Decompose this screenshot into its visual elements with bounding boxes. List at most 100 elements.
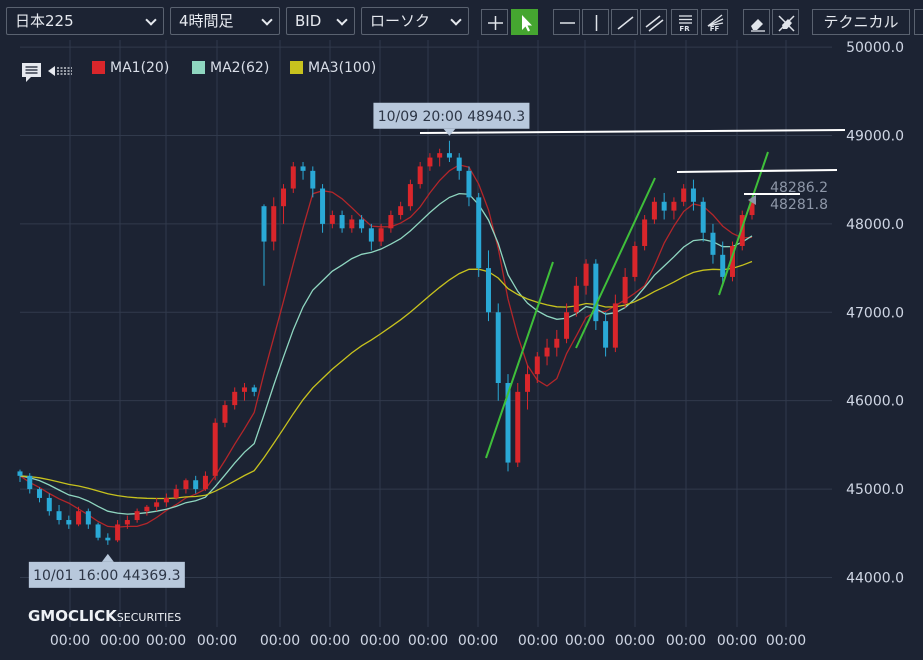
candle-down [66, 515, 72, 529]
candle-body [261, 206, 267, 242]
vertical-line-button[interactable] [582, 9, 609, 35]
instrument-select[interactable]: 日本225 [6, 7, 164, 35]
candle-body [368, 228, 374, 242]
x-tick-label: 00:00 [615, 633, 655, 649]
candle-up [554, 329, 560, 357]
crosshair-button[interactable] [481, 9, 508, 35]
candle-body [720, 254, 726, 277]
candle-body [710, 232, 716, 255]
x-tick-label: 00:00 [666, 633, 706, 649]
candle-body [173, 489, 179, 498]
collapse-legend-icon[interactable] [48, 66, 72, 76]
x-tick-label: 00:00 [146, 633, 186, 649]
candle-body [554, 338, 560, 348]
candle-up [115, 520, 121, 543]
price-type-value: BID [295, 12, 322, 30]
candle-body [154, 502, 160, 507]
candle-body [583, 263, 589, 286]
x-tick-label: 00:00 [518, 633, 558, 649]
horizontal-line-drawing[interactable] [676, 169, 838, 173]
channel-button[interactable] [640, 9, 667, 35]
candle-body [37, 489, 43, 498]
candle-up [729, 241, 735, 282]
legend-tools [22, 62, 74, 86]
candle-down [320, 184, 326, 233]
technical-button[interactable]: テクニカル [812, 9, 910, 35]
candle-body [515, 391, 521, 463]
candle-up [281, 184, 287, 224]
candle-down [710, 223, 716, 264]
x-tick-label: 00:00 [310, 633, 350, 649]
chart-style-select[interactable]: ローソク [361, 7, 469, 35]
candle-down [603, 312, 609, 357]
y-tick-label: 49000.0 [846, 128, 904, 144]
parallel-channel-icon [645, 15, 664, 32]
trendline-drawing[interactable] [575, 177, 656, 349]
logo-sub: SECURITIES [116, 611, 182, 624]
candle-body [739, 215, 745, 246]
candle-up [173, 484, 179, 500]
trendline-button[interactable] [611, 9, 638, 35]
timeframe-value: 4時間足 [179, 12, 234, 30]
candle-down [485, 250, 491, 322]
candle-body [222, 405, 228, 423]
cursor-arrow-icon [522, 15, 532, 32]
candle-body [476, 197, 482, 269]
candle-up [612, 294, 618, 353]
chart-grid [0, 40, 923, 660]
horizontal-line-drawing[interactable] [419, 129, 846, 134]
toolbar: 日本225 4時間足 BID ローソク [0, 0, 923, 40]
x-tick-label: 00:00 [766, 633, 806, 649]
comment-icon[interactable] [22, 63, 41, 82]
clear-drawings-icon [778, 15, 795, 32]
eraser-button[interactable] [743, 9, 770, 35]
toolbar-overflow-button[interactable] [914, 9, 923, 35]
trendline-drawing[interactable] [485, 261, 554, 459]
x-tick-label: 00:00 [260, 633, 300, 649]
y-tick-label: 46000.0 [846, 394, 904, 410]
candle-up [515, 383, 521, 467]
candle-body [46, 497, 52, 512]
candle-down [251, 384, 257, 397]
candle-up [417, 161, 423, 189]
candle-down [593, 259, 599, 330]
candle-up [642, 215, 648, 251]
candle-body [456, 157, 462, 171]
horizontal-line-button[interactable] [553, 9, 580, 35]
eraser-icon [751, 19, 765, 32]
candle-up [427, 153, 433, 171]
candle-up [202, 471, 208, 491]
clear-all-button[interactable] [772, 9, 799, 35]
plot-background [0, 40, 923, 660]
legend-swatch [290, 61, 303, 74]
ma3-line [19, 260, 753, 500]
y-tick-label: 48000.0 [846, 217, 904, 233]
candle-up [398, 201, 404, 220]
candle-down [27, 473, 33, 494]
price-type-select[interactable]: BID [286, 7, 355, 35]
candle-body [56, 511, 62, 521]
candle-down [95, 522, 101, 541]
candle-body [281, 188, 287, 207]
trendline-drawing[interactable] [718, 151, 769, 296]
pointer-button[interactable] [511, 9, 538, 35]
candle-up [534, 352, 540, 384]
fibonacci-retracement-button[interactable]: FR [671, 9, 698, 35]
candle-body [212, 422, 218, 476]
candle-up [349, 215, 355, 233]
candle-down [339, 210, 345, 233]
x-tick-label: 00:00 [458, 633, 498, 649]
candle-up [271, 197, 277, 251]
candle-body [251, 387, 257, 392]
candle-body [544, 347, 550, 357]
candle-body [690, 188, 696, 202]
candle-body [105, 537, 111, 541]
candle-down [46, 493, 52, 516]
timeframe-select[interactable]: 4時間足 [170, 7, 280, 35]
low-annotation: 10/01 16:00 44369.3 [28, 553, 185, 588]
candle-up [651, 197, 657, 224]
candle-up [632, 241, 638, 282]
fibonacci-fan-button[interactable]: FF [701, 9, 728, 35]
